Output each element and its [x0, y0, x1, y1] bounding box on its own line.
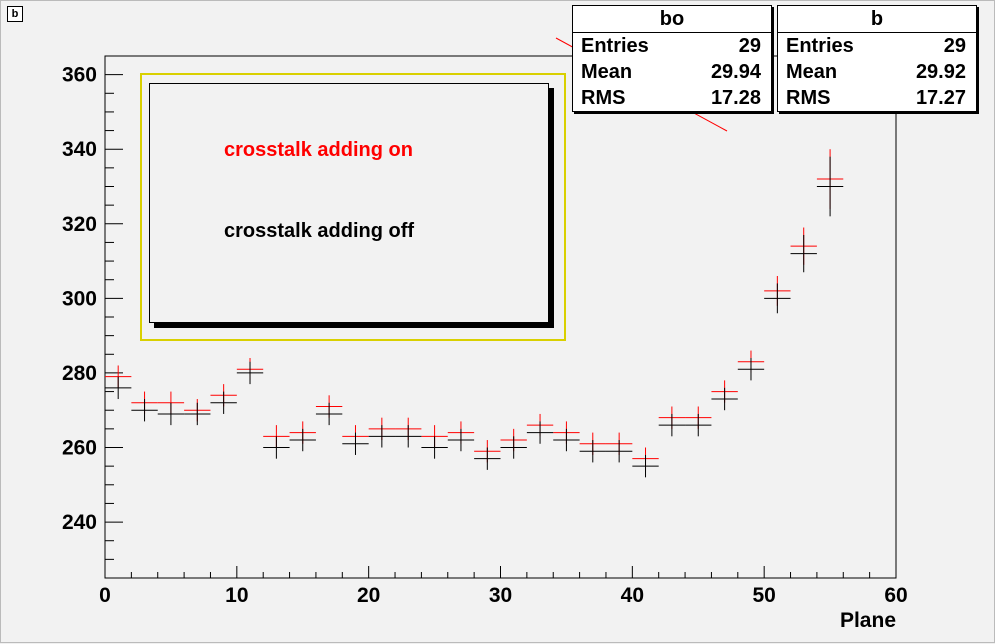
y-tick-label: 240: [62, 511, 97, 534]
data-point: [157, 402, 185, 426]
x-tick-label: 20: [357, 584, 380, 607]
data-point: [553, 428, 580, 452]
data-point: [526, 421, 554, 444]
legend-entry-crosstalk-off: crosstalk adding off: [224, 220, 415, 242]
data-point: [579, 440, 606, 463]
stats-row-entries: Entries 29: [786, 35, 966, 57]
data-marks: [105, 149, 844, 478]
stats-row-rms: RMS 17.27: [786, 87, 966, 109]
axes: 0 10 20 30 40 50 60 240 260 280 300 320 340 360: [62, 64, 908, 607]
frame-label[interactable]: b: [7, 6, 23, 22]
data-point: [658, 413, 686, 437]
x-tick-label: 40: [621, 584, 644, 607]
data-point: [790, 234, 817, 273]
stats-row-entries: Entries 29: [581, 35, 761, 57]
x-tick-label: 10: [225, 584, 248, 607]
data-point: [605, 440, 633, 463]
series-1: [105, 156, 844, 478]
legend-entry-crosstalk-on: crosstalk adding on: [224, 139, 413, 161]
data-point: [315, 402, 343, 426]
x-tick-label: 50: [752, 584, 775, 607]
data-point: [737, 358, 765, 381]
legend-border: [140, 73, 566, 341]
stats-row-mean: Mean 29.92: [786, 61, 966, 83]
stats-box-bo[interactable]: bo Entries 29 Mean 29.94 RMS 17.28: [572, 5, 772, 112]
data-point: [184, 402, 211, 426]
data-point: [131, 399, 158, 422]
data-point: [711, 387, 738, 411]
data-point: [289, 428, 316, 452]
y-tick-label: 340: [62, 138, 97, 161]
data-point: [263, 436, 290, 459]
data-point: [395, 425, 422, 448]
data-point: [500, 436, 527, 459]
data-point: [210, 391, 237, 414]
y-tick-label: 300: [62, 287, 97, 310]
x-tick-label: 0: [99, 584, 111, 607]
legend[interactable]: crosstalk adding on crosstalk adding off: [149, 83, 549, 323]
data-point: [816, 156, 844, 217]
stats-box-b[interactable]: b Entries 29 Mean 29.92 RMS 17.27: [777, 5, 977, 112]
stats-title: bo: [573, 6, 771, 33]
x-axis-label: Plane: [840, 609, 896, 632]
y-tick-label: 360: [62, 64, 97, 87]
data-point: [421, 436, 448, 459]
data-point: [474, 447, 501, 470]
data-point: [447, 428, 475, 452]
x-tick-label: 60: [884, 584, 907, 607]
data-point: [105, 376, 132, 400]
data-point: [368, 425, 396, 448]
data-point: [632, 454, 659, 478]
data-point: [236, 361, 264, 385]
stats-title: b: [778, 6, 976, 33]
data-point: [764, 283, 791, 314]
stats-row-mean: Mean 29.94: [581, 61, 761, 83]
y-tick-label: 280: [62, 362, 97, 385]
data-point: [685, 413, 712, 437]
x-tick-label: 30: [489, 584, 512, 607]
stats-row-rms: RMS 17.28: [581, 87, 761, 109]
y-tick-label: 320: [62, 213, 97, 236]
data-point: [342, 432, 369, 455]
y-tick-label: 260: [62, 437, 97, 460]
